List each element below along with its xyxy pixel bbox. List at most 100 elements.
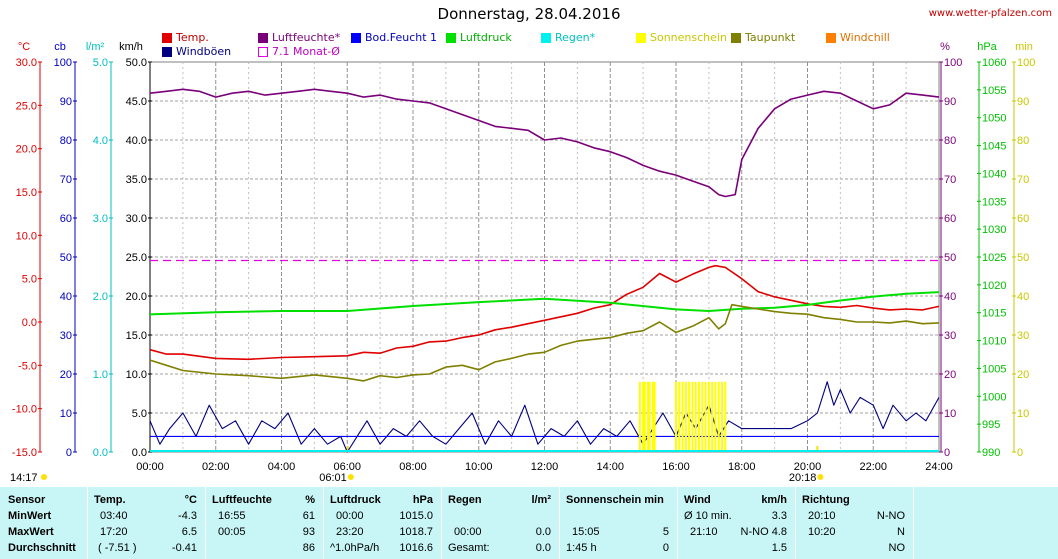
sunshine-bar (724, 381, 727, 452)
axis-tick-label: 60 (944, 213, 956, 225)
axis-tick-label: 1045 (982, 141, 1006, 153)
axis-tick-label: -10.0 (12, 404, 37, 416)
axis-tick-label: 1025 (982, 252, 1006, 264)
axis-unit-label: hPa (977, 41, 997, 53)
axis-tick-label: 5.0 (132, 408, 147, 420)
sunshine-bar (653, 381, 656, 452)
legend-item-1: Luftfeuchte* (258, 31, 340, 44)
legend-label: Temp. (176, 31, 209, 44)
axis-tick-label: 20.0 (16, 144, 37, 156)
series-line-2 (149, 291, 940, 316)
axis-tick-label: 30 (944, 330, 956, 342)
stats-col-direction: Richtung 20:10 N-NO 10:20 N NO (796, 487, 914, 559)
sunshine-bar (711, 381, 714, 452)
axis-tick-label: 80 (1017, 135, 1029, 147)
axis-tick-label: 10 (60, 408, 72, 420)
stats-dir-value: NO (888, 542, 906, 554)
axis-tick-label: 30 (1017, 330, 1029, 342)
stats-sun-value: 5 (662, 526, 669, 538)
x-tick-label: 06:00 (333, 461, 361, 473)
stats-press-value: 1015.0 (399, 510, 433, 522)
legend-item-9: 7.1 Monat-Ø (258, 45, 340, 58)
stats-col-rain: Regen l/m² 00:00 0.0 Gesamt: 0.0 (442, 487, 560, 559)
legend-swatch (731, 32, 741, 43)
legend-swatch (162, 46, 172, 57)
stats-temp-time: 03:40 (100, 510, 128, 522)
legend-item-6: Taupunkt (731, 31, 795, 44)
axis-tick-label: 15.0 (16, 187, 37, 199)
sunshine-bar (684, 381, 687, 452)
stats-rain-value: 0.0 (535, 542, 551, 554)
x-tick-label: 22:00 (859, 461, 887, 473)
series-line-3 (149, 303, 940, 382)
sunshine-bar (714, 381, 717, 452)
sunshine-bar (688, 381, 691, 452)
sunrise-icon (347, 474, 354, 480)
axis-tick-label: 0.0 (132, 447, 147, 459)
axis-tick-label: 40 (60, 291, 72, 303)
axis-tick-label: 0 (1017, 447, 1023, 459)
axis-tick-label: 5.0 (22, 274, 37, 286)
stats-header-temp: Temp. (94, 494, 126, 506)
stats-panel: Sensor MinWert MaxWert Durchschnitt Temp… (0, 487, 1058, 559)
axis-tick-label: 0.0 (22, 317, 37, 329)
legend-label: Luftdruck (460, 31, 512, 44)
stats-temp-value: 6.5 (181, 526, 197, 538)
axis-tick-label: 10 (944, 408, 956, 420)
stats-unit-rain: l/m² (531, 494, 551, 506)
axis-tick-label: 2.0 (93, 291, 108, 303)
stats-col-sensor: Sensor MinWert MaxWert Durchschnitt (0, 487, 88, 559)
stats-hum-time: 00:05 (218, 526, 246, 538)
stats-temp-time: ( -7.51 ) (98, 542, 137, 554)
axis-tick-label: 80 (60, 135, 72, 147)
stats-press-value: 1018.7 (399, 526, 433, 538)
stats-wind-label: Ø 10 min. (684, 510, 732, 522)
legend-item-7: Windchill (826, 31, 890, 44)
x-tick-label: 02:00 (202, 461, 230, 473)
axis-unit-label: min (1015, 41, 1033, 53)
sunshine-bar (647, 381, 650, 452)
legend-label: Sonnenschein (650, 31, 727, 44)
stats-sun-value: 0 (662, 542, 669, 554)
chart-title: Donnerstag, 28.04.2016 (437, 5, 621, 23)
site-url[interactable]: www.wetter-pfalzen.com (928, 8, 1052, 19)
sunshine-bar (651, 381, 654, 452)
sunshine-bar (648, 381, 651, 452)
axis-tick-label: 0 (66, 447, 72, 459)
x-tick-label: 16:00 (662, 461, 690, 473)
sunshine-bar (704, 381, 707, 452)
sunrise-time: 06:01 (319, 472, 347, 484)
sunshine-bar (698, 381, 701, 452)
axis-tick-label: 50 (60, 252, 72, 264)
axis-tick-label: 60 (1017, 213, 1029, 225)
axis-tick-label: 25.0 (126, 252, 147, 264)
axis-tick-label: 100 (54, 57, 72, 69)
current-time: 14:17 (10, 472, 38, 484)
axis-tick-label: 25.0 (16, 100, 37, 112)
x-tick-label: 08:00 (399, 461, 427, 473)
axis-tick-label: 1020 (982, 280, 1006, 292)
legend-swatch (541, 32, 551, 43)
axis-tick-label: 40.0 (126, 135, 147, 147)
stats-unit-temp: °C (184, 494, 197, 506)
x-tick-label: 12:00 (531, 461, 559, 473)
x-tick-label: 14:00 (596, 461, 624, 473)
axis-tick-label: 0.0 (93, 447, 108, 459)
series-line-1 (149, 88, 940, 198)
legend-swatch (351, 32, 361, 43)
sunshine-bar (707, 381, 710, 452)
axis-tick-label: 40 (1017, 291, 1029, 303)
axis-tick-label: 1030 (982, 224, 1006, 236)
sunshine-bar (678, 381, 681, 452)
axis-tick-label: 50 (1017, 252, 1029, 264)
sunshine-bar (717, 381, 720, 452)
axis-tick-label: 90 (944, 96, 956, 108)
x-tick-label: 18:00 (728, 461, 756, 473)
axis-tick-label: 80 (944, 135, 956, 147)
legend-swatch (446, 32, 456, 43)
axis-tick-label: 1060 (982, 57, 1006, 69)
axis-tick-label: 1035 (982, 196, 1006, 208)
legend-swatch (826, 32, 836, 43)
stats-hum-time: 16:55 (218, 510, 246, 522)
stats-hum-value: 61 (302, 510, 315, 522)
